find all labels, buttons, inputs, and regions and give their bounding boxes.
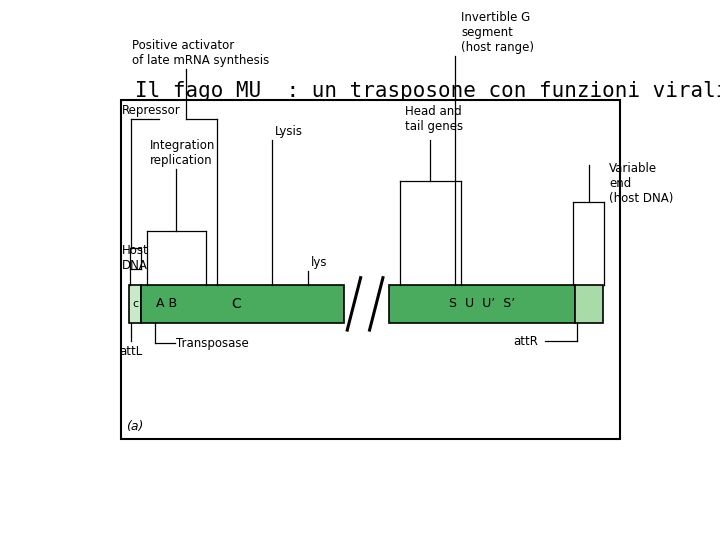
Text: S  U  U’  S’: S U U’ S’ (449, 298, 515, 310)
Text: Repressor: Repressor (122, 104, 181, 117)
Text: Integration
replication: Integration replication (150, 139, 215, 167)
Bar (141, 285, 344, 322)
Text: Host
DNA: Host DNA (122, 244, 149, 272)
Text: (a): (a) (126, 420, 144, 433)
Text: lys: lys (310, 256, 327, 269)
Text: C: C (231, 297, 241, 311)
Bar (575, 285, 603, 322)
Text: c: c (132, 299, 138, 309)
Text: Lysis: Lysis (275, 125, 303, 138)
Text: A B: A B (156, 298, 177, 310)
Bar (389, 285, 575, 322)
Text: Invertible G
segment
(host range): Invertible G segment (host range) (461, 11, 534, 55)
Text: attR: attR (513, 335, 538, 348)
Text: Transposase: Transposase (176, 337, 249, 350)
Bar (129, 285, 141, 322)
Text: Variable
end
(host DNA): Variable end (host DNA) (609, 162, 673, 205)
Text: Head and
tail genes: Head and tail genes (405, 105, 464, 133)
Text: attL: attL (119, 346, 143, 359)
Text: Positive activator
of late mRNA synthesis: Positive activator of late mRNA synthesi… (132, 39, 269, 67)
Bar (121, 100, 620, 439)
Text: Il fago MU  : un trasposone con funzioni virali: Il fago MU : un trasposone con funzioni … (135, 82, 720, 102)
